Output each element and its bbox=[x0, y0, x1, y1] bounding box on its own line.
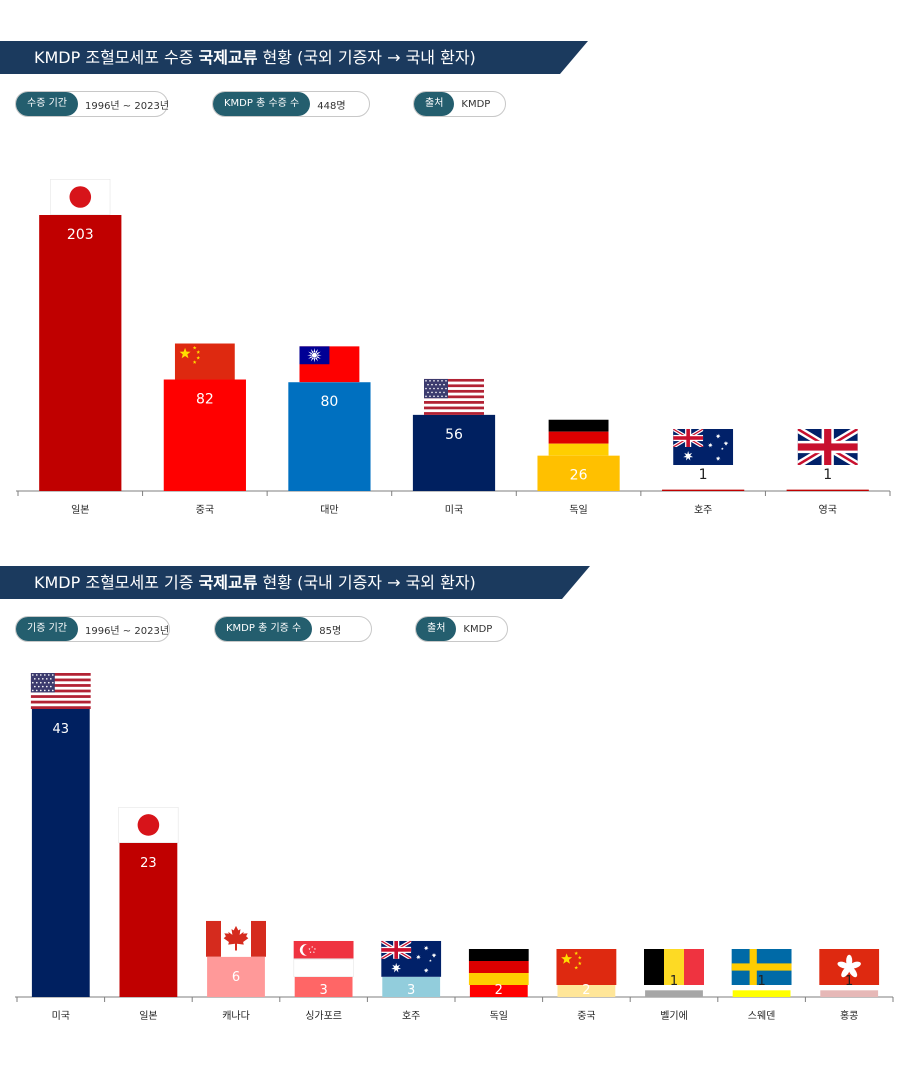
pill-tag: KMDP 총 기증 수 bbox=[215, 617, 313, 641]
belgium-flag bbox=[644, 949, 704, 985]
category-label: 일본 bbox=[139, 1010, 157, 1022]
bar-5 bbox=[662, 489, 745, 491]
value-label: 2 bbox=[582, 983, 590, 998]
pill-value: KMDP bbox=[461, 98, 491, 110]
bar-6 bbox=[557, 983, 616, 997]
china-flag bbox=[556, 949, 617, 985]
japan-flag bbox=[118, 806, 179, 843]
australia-flag bbox=[673, 429, 734, 465]
value-label: 56 bbox=[445, 427, 463, 443]
bar-chart-received: 203 일본 82 중국 80 대만 56 미국 26 독일 1 호주 1 영국 bbox=[16, 179, 891, 516]
value-label: 26 bbox=[570, 468, 588, 484]
category-label: 독일 bbox=[569, 504, 587, 516]
period-pill: 기증 기간 1996년 ~ 2023년 bbox=[15, 616, 170, 642]
category-label: 벨기에 bbox=[660, 1010, 688, 1022]
pill-tag: KMDP 총 수증 수 bbox=[213, 92, 311, 116]
banner-title-bold: 국제교류 bbox=[198, 48, 258, 67]
uk-flag bbox=[797, 429, 858, 465]
value-label: 3 bbox=[407, 983, 415, 998]
bar-0 bbox=[39, 215, 122, 491]
value-label: 1 bbox=[823, 467, 832, 483]
germany-flag bbox=[468, 949, 529, 985]
banner-title-prefix: KMDP 조혈모세포 수증 bbox=[34, 48, 199, 67]
category-label: 중국 bbox=[577, 1010, 595, 1022]
category-label: 미국 bbox=[445, 504, 463, 516]
bar-4 bbox=[537, 455, 620, 491]
total-pill: KMDP 총 수증 수 448명 bbox=[212, 91, 370, 117]
total-pill: KMDP 총 기증 수 85명 bbox=[214, 616, 372, 642]
pill-value: KMDP bbox=[463, 623, 493, 635]
chart-section-donated: KMDP 조혈모세포 기증 국제교류 현황 (국내 기증자 → 국외 환자) 기… bbox=[0, 530, 910, 1074]
hongkong-flag bbox=[819, 949, 880, 985]
banner-title-prefix: KMDP 조혈모세포 기증 bbox=[34, 573, 199, 592]
source-pill: 출처 KMDP bbox=[415, 616, 508, 642]
japan-flag bbox=[50, 179, 111, 215]
pill-value: 448명 bbox=[317, 100, 346, 112]
value-label: 203 bbox=[67, 227, 94, 243]
period-pill: 수증 기간 1996년 ~ 2023년 bbox=[15, 91, 170, 117]
taiwan-flag bbox=[299, 346, 360, 383]
category-label: 스웨덴 bbox=[748, 1010, 776, 1022]
australia-flag bbox=[381, 940, 442, 977]
bar-2 bbox=[207, 956, 265, 997]
value-label: 80 bbox=[321, 394, 339, 410]
category-label: 일본 bbox=[71, 504, 89, 516]
banner-title-bold: 국제교류 bbox=[198, 573, 258, 592]
section-title-banner: KMDP 조혈모세포 기증 국제교류 현황 (국내 기증자 → 국외 환자) bbox=[0, 566, 590, 599]
pill-tag: 출처 bbox=[414, 92, 455, 116]
banner-title-suffix: 현황 (국내 기증자 → 국외 환자) bbox=[257, 573, 476, 592]
bar-4 bbox=[382, 976, 441, 997]
category-label: 대만 bbox=[320, 504, 338, 516]
value-label: 1 bbox=[845, 974, 853, 989]
value-label: 82 bbox=[196, 392, 214, 408]
category-label: 독일 bbox=[490, 1010, 508, 1022]
section-title-banner: KMDP 조혈모세포 수증 국제교류 현황 (국외 기증자 → 국내 환자) bbox=[0, 41, 588, 74]
china-flag bbox=[174, 343, 235, 380]
pill-tag: 기증 기간 bbox=[16, 617, 78, 641]
value-label: 6 bbox=[232, 970, 240, 985]
bar-chart-donated: 43 미국 23 일본 6 캐나다 3 싱가포르 3 호주 2 독일 2 중국 1 벨기에 1 스웨덴 1 홍콩 bbox=[15, 673, 894, 1022]
pill-tag: 출처 bbox=[416, 617, 457, 641]
banner-title-suffix: 현황 (국외 기증자 → 국내 환자) bbox=[257, 48, 476, 67]
category-label: 싱가포르 bbox=[305, 1010, 342, 1022]
category-label: 홍콩 bbox=[840, 1009, 858, 1022]
bar-2 bbox=[288, 382, 371, 491]
category-label: 호주 bbox=[402, 1010, 420, 1022]
bar-3 bbox=[294, 976, 353, 997]
germany-flag bbox=[548, 419, 609, 456]
category-label: 캐나다 bbox=[222, 1010, 250, 1022]
value-label: 23 bbox=[140, 856, 157, 871]
singapore-flag bbox=[293, 940, 354, 977]
usa-flag bbox=[30, 673, 91, 709]
value-label: 3 bbox=[319, 983, 327, 998]
value-label: 1 bbox=[670, 974, 678, 989]
category-label: 중국 bbox=[196, 504, 214, 516]
bar-3 bbox=[412, 414, 496, 491]
value-label: 1 bbox=[699, 467, 708, 483]
bar-9 bbox=[820, 990, 879, 997]
pill-value: 85명 bbox=[319, 625, 342, 637]
pill-tag: 수증 기간 bbox=[16, 92, 78, 116]
value-label: 43 bbox=[53, 722, 70, 737]
source-pill: 출처 KMDP bbox=[413, 91, 506, 117]
value-label: 2 bbox=[495, 983, 503, 998]
bar-1 bbox=[119, 842, 178, 997]
chart-section-received: KMDP 조혈모세포 수증 국제교류 현황 (국외 기증자 → 국내 환자) 수… bbox=[0, 0, 910, 530]
canada-flag bbox=[206, 920, 266, 957]
category-label: 호주 bbox=[694, 504, 712, 516]
bar-7 bbox=[645, 990, 703, 997]
category-label: 영국 bbox=[819, 504, 837, 516]
bar-6 bbox=[786, 489, 869, 491]
sweden-flag bbox=[731, 949, 792, 985]
pill-value: 1996년 ~ 2023년 bbox=[84, 625, 170, 637]
bar-1 bbox=[163, 379, 246, 491]
bar-5 bbox=[469, 983, 528, 997]
bar-8 bbox=[732, 990, 791, 997]
usa-flag bbox=[424, 378, 484, 415]
bar-0 bbox=[31, 709, 90, 997]
value-label: 1 bbox=[757, 974, 765, 989]
category-label: 미국 bbox=[52, 1010, 70, 1022]
pill-value: 1996년 ~ 2023년 bbox=[84, 100, 170, 112]
